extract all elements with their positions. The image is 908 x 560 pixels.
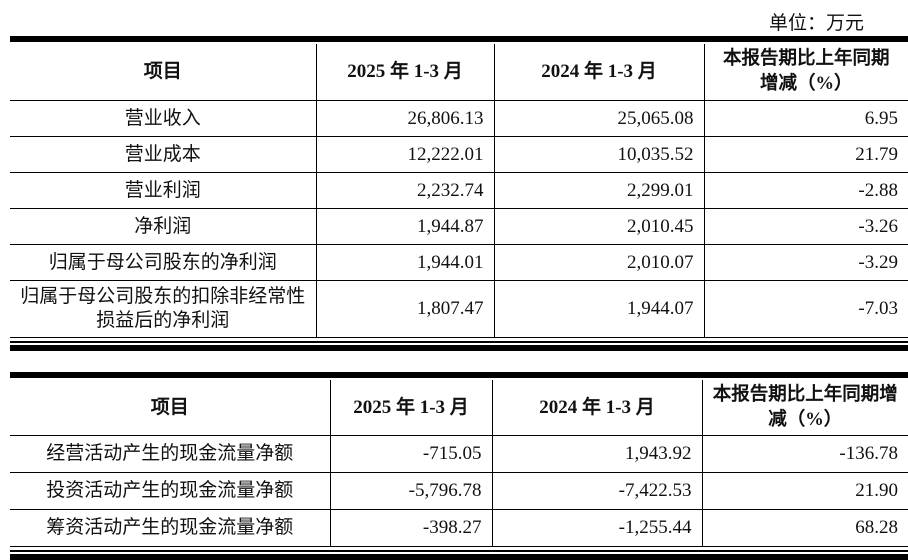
value-cell: -715.05 [330,435,493,473]
table-row: 归属于母公司股东的扣除非经常性损益后的净利润 1,807.47 1,944.07 -7… [10,280,908,338]
table-row: 净利润 1,944.87 2,010.45 -3.26 [10,208,908,245]
top-rule [10,372,908,380]
header-row: 项目 2025 年 1-3 月 2024 年 1-3 月 本报告期比上年同期增减… [10,380,908,436]
income-summary-table: 项目 2025 年 1-3 月 2024 年 1-3 月 本报告期比上年同期增减… [10,36,908,338]
value-cell: 12,222.01 [316,136,495,173]
header-row: 项目 2025 年 1-3 月 2024 年 1-3 月 本报告期比上年同期增减… [10,44,908,101]
table-row: 归属于母公司股东的净利润 1,944.01 2,010.07 -3.29 [10,244,908,281]
row-label: 筹资活动产生的现金流量净额 [10,509,331,547]
cashflow-summary-table: 项目 2025 年 1-3 月 2024 年 1-3 月 本报告期比上年同期增减… [10,372,908,547]
value-cell: 6.95 [704,100,908,137]
value-cell: 2,010.07 [494,244,705,281]
value-cell: 2,232.74 [316,172,495,209]
value-cell: 68.28 [702,509,908,547]
top-rule [10,36,908,44]
column-header: 本报告期比上年同期增减（%） [702,380,908,436]
value-cell: 2,010.45 [494,208,705,245]
table-row: 营业利润 2,232.74 2,299.01 -2.88 [10,172,908,209]
column-header: 本报告期比上年同期增减（%） [704,44,908,101]
value-cell: -3.29 [704,244,908,281]
value-cell: -398.27 [330,509,493,547]
value-cell: -2.88 [704,172,908,209]
table-row: 经营活动产生的现金流量净额 -715.05 1,943.92 -136.78 [10,435,908,473]
row-label: 经营活动产生的现金流量净额 [10,435,331,473]
value-cell: -136.78 [702,435,908,473]
bottom-rule [10,341,908,351]
column-header: 项目 [10,380,331,436]
value-cell: 26,806.13 [316,100,495,137]
value-cell: 21.79 [704,136,908,173]
value-cell: 1,944.07 [494,280,705,338]
value-cell: 1,944.87 [316,208,495,245]
row-label: 营业成本 [10,136,317,173]
column-header: 2025 年 1-3 月 [316,44,495,101]
value-cell: -7,422.53 [492,472,703,510]
value-cell: -3.26 [704,208,908,245]
row-label: 营业收入 [10,100,317,137]
row-label: 净利润 [10,208,317,245]
column-header: 2024 年 1-3 月 [494,44,705,101]
table-row: 营业成本 12,222.01 10,035.52 21.79 [10,136,908,173]
unit-label: 单位：万元 [768,13,864,34]
row-label: 归属于母公司股东的净利润 [10,244,317,281]
row-label: 营业利润 [10,172,317,209]
value-cell: 21.90 [702,472,908,510]
value-cell: 1,943.92 [492,435,703,473]
value-cell: 25,065.08 [494,100,705,137]
row-label: 投资活动产生的现金流量净额 [10,472,331,510]
value-cell: -5,796.78 [330,472,493,510]
table-row: 营业收入 26,806.13 25,065.08 6.95 [10,100,908,137]
column-header: 项目 [10,44,317,101]
value-cell: 1,944.01 [316,244,495,281]
column-header: 2025 年 1-3 月 [330,380,493,436]
value-cell: -7.03 [704,280,908,338]
row-label: 归属于母公司股东的扣除非经常性损益后的净利润 [10,280,317,338]
table-row: 投资活动产生的现金流量净额 -5,796.78 -7,422.53 21.90 [10,472,908,510]
value-cell: 10,035.52 [494,136,705,173]
bottom-rule [10,550,908,560]
value-cell: -1,255.44 [492,509,703,547]
value-cell: 2,299.01 [494,172,705,209]
column-header: 2024 年 1-3 月 [492,380,703,436]
value-cell: 1,807.47 [316,280,495,338]
table-row: 筹资活动产生的现金流量净额 -398.27 -1,255.44 68.28 [10,509,908,547]
